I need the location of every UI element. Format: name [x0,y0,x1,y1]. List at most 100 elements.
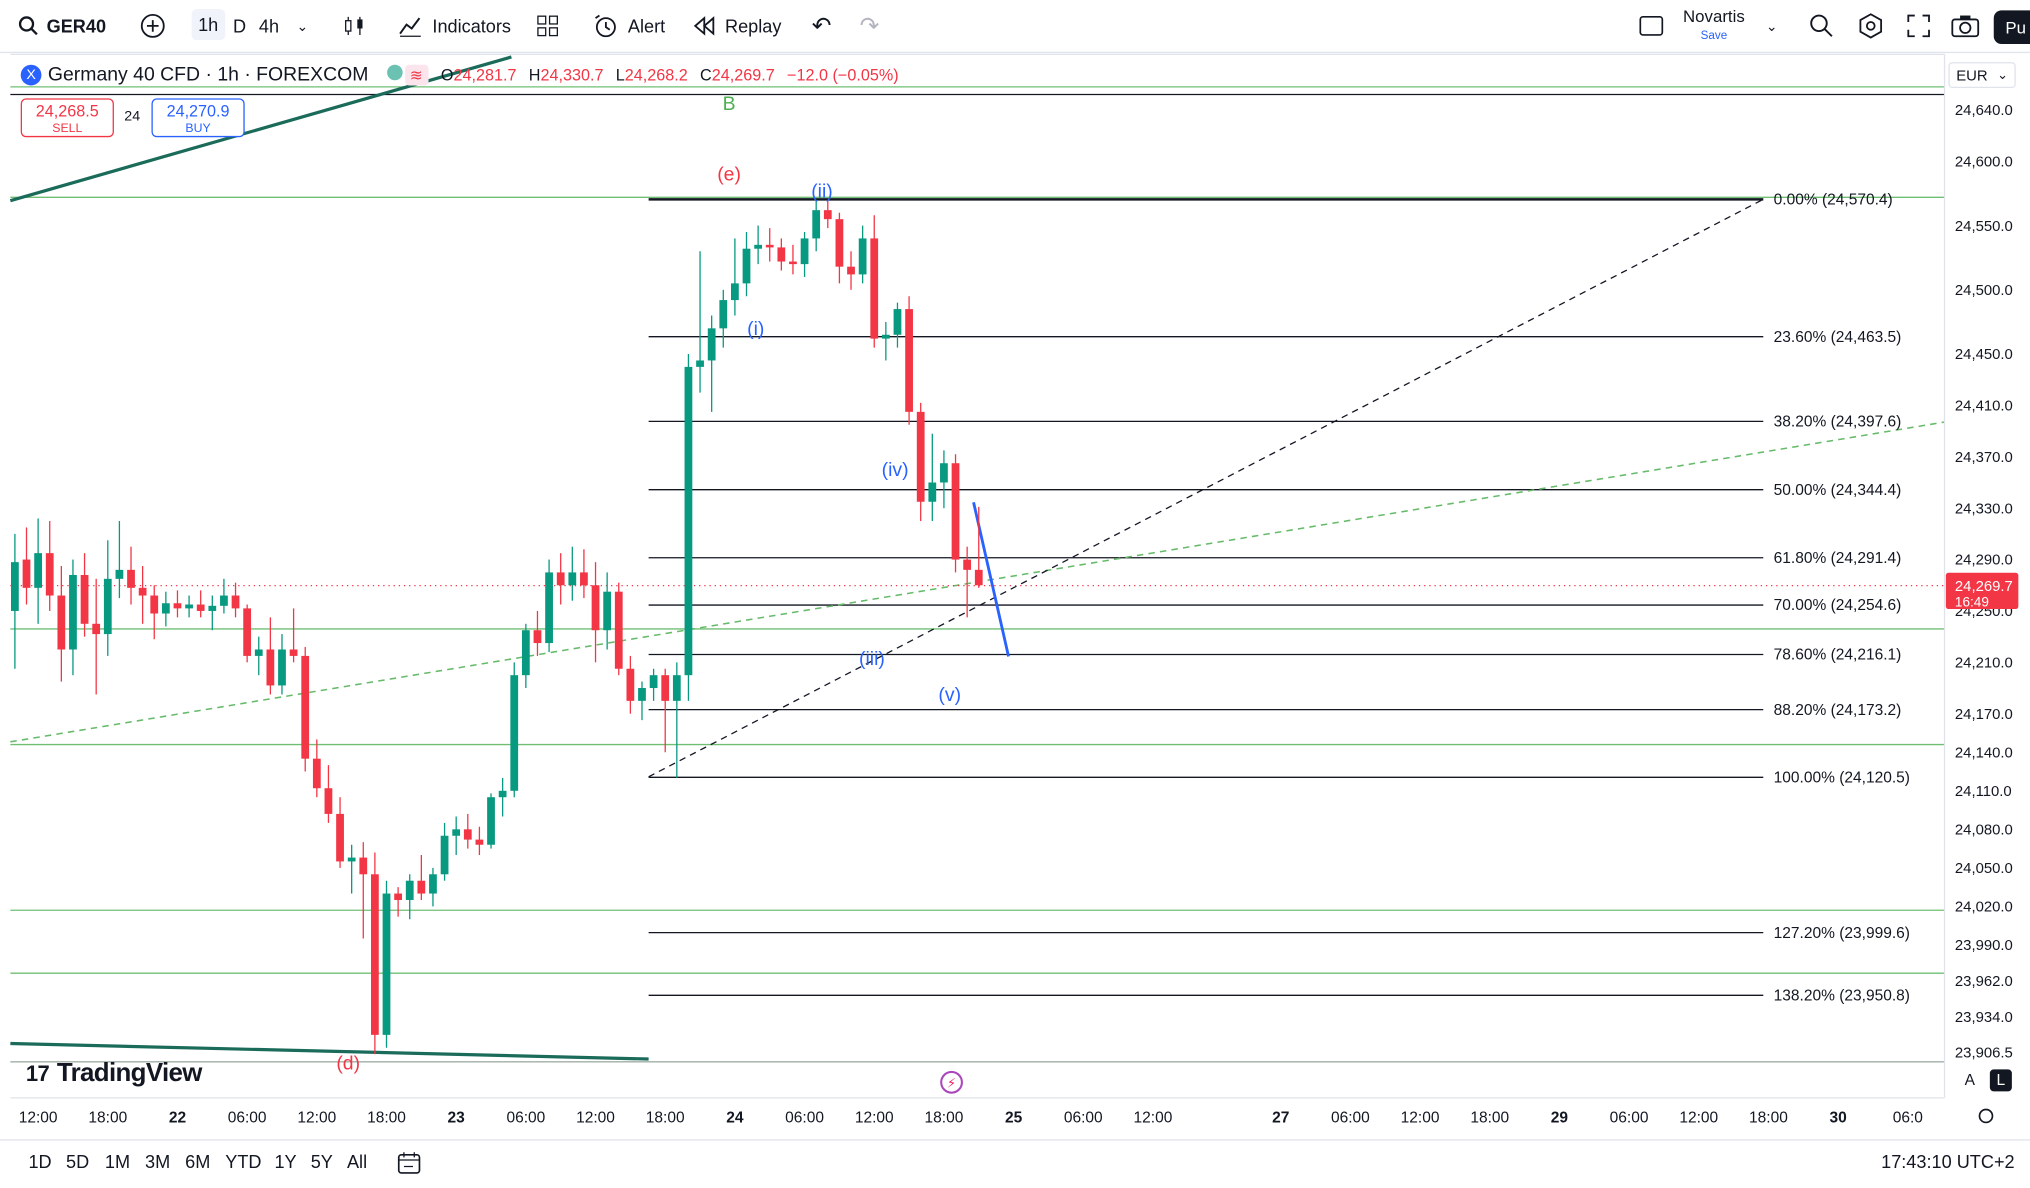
price-change: −12.0 (−0.05%) [787,65,899,84]
tv-logo-text: TradingView [56,1059,203,1088]
candle-body [638,688,646,701]
replay-button[interactable]: Replay [693,0,781,52]
buy-button[interactable]: 24,270.9 BUY [151,98,245,138]
fullscreen-icon[interactable] [1907,0,1930,52]
candle-body [835,219,844,267]
indicators-button[interactable]: Indicators [399,0,511,52]
y-tick-label: 24,210.0 [1955,656,2013,672]
candle [800,232,809,277]
candle-body [928,482,937,502]
x-tick-label: 06:00 [1610,1109,1649,1126]
layout-name-label: Novartis [1683,6,1745,26]
candle [405,874,414,920]
y-tick-label: 23,906.5 [1955,1045,2013,1061]
candle-body [940,463,948,483]
candle [974,506,983,588]
layout-chevron-icon[interactable]: ⌄ [1765,18,1778,35]
candle [34,518,42,624]
wave-labels: B (e) (ii) (i) (iv) (iii) (v) (d) [336,93,961,1075]
candle-body [649,675,658,689]
candle [429,867,437,907]
redo-icon[interactable]: ↷ [859,12,880,39]
candle [347,844,356,894]
interval-d[interactable]: D [233,15,247,37]
quick-search-icon[interactable] [1809,0,1835,52]
candle-body [301,655,310,759]
range-ytd[interactable]: YTD [225,1150,262,1172]
candle [742,232,751,297]
candle-body [138,587,147,596]
range-5d[interactable]: 5D [66,1150,90,1172]
candle [69,559,77,676]
rewind-icon [693,16,715,36]
currency-select[interactable]: EUR ⌄ [1948,62,2016,89]
goto-date-icon[interactable] [396,1151,422,1178]
x-tick-label: 12:00 [1134,1109,1173,1126]
range-6m[interactable]: 6M [185,1150,211,1172]
x-tick-label: 12:00 [297,1109,336,1126]
buy-price: 24,270.9 [166,102,230,121]
candle-type-button[interactable] [343,0,366,52]
buy-label: BUY [185,121,211,136]
candle-body [185,604,193,609]
x-tick-label: 25 [1005,1109,1023,1126]
publish-button[interactable]: Pu [1993,10,2030,45]
layout-checkbox-icon[interactable] [1639,0,1665,52]
range-3m[interactable]: 3M [144,1150,171,1172]
candle [138,565,147,624]
templates-button[interactable] [536,0,559,52]
ohlc-open: 24,281.7 [453,65,517,84]
candle-body [429,874,437,894]
series-title[interactable]: Germany 40 CFD · 1h · FOREXCOM [47,63,369,86]
ohlc-high-key: H [528,65,541,84]
range-5y[interactable]: 5Y [310,1150,333,1172]
layout-name[interactable]: Novartis Save [1683,0,1745,52]
candle [231,582,240,618]
series-legend: X Germany 40 CFD · 1h · FOREXCOM ≋ O24,2… [20,63,899,86]
candle-body [115,569,124,579]
compare-button[interactable] [140,0,166,52]
fib-level-label: 50.00% (24,344.4) [1774,482,1902,499]
candle-body [881,334,890,339]
candle [382,880,391,1048]
candle-body [161,603,170,614]
chevron-down-icon[interactable]: ⌄ [296,18,309,35]
candle-body [893,309,902,335]
range-all[interactable]: All [346,1150,368,1172]
range-1d[interactable]: 1D [28,1150,52,1172]
candle [22,527,31,605]
alert-button[interactable]: Alert [593,0,665,52]
candle [312,739,321,798]
range-1m[interactable]: 1M [104,1150,131,1172]
candle-body [498,790,507,798]
candle [289,608,298,663]
sell-price: 24,268.5 [35,102,99,121]
undo-icon[interactable]: ↶ [811,12,832,39]
candle-body [347,857,356,862]
alert-label: Alert [627,15,666,37]
candle [661,668,670,753]
ohlc-low-key: L [615,65,625,84]
fib-level-label: 70.00% (24,254.6) [1774,597,1902,614]
sell-button[interactable]: 24,268.5 SELL [20,98,114,138]
fib-level-label: 127.20% (23,999.6) [1774,925,1910,942]
candle-body [765,244,774,248]
y-tick-label: 24,550.0 [1955,219,2013,235]
auto-scale-toggle[interactable]: A [1964,1070,1975,1089]
y-tick-label: 24,500.0 [1955,283,2013,299]
range-1y[interactable]: 1Y [274,1150,297,1172]
log-scale-toggle[interactable]: L [1989,1069,2012,1092]
interval-1h[interactable]: 1h [191,9,225,41]
interval-4h[interactable]: 4h [258,15,280,37]
currency-chevron-icon: ⌄ [1997,68,2008,83]
candle-body [80,574,89,624]
status-dots: ≋ [386,64,428,85]
camera-icon[interactable] [1951,0,1980,52]
settings-icon[interactable] [1858,0,1884,52]
candle [568,546,577,601]
y-tick-label: 23,962.0 [1955,974,2013,990]
symbol-search[interactable]: GER40 [18,0,106,52]
candle [823,199,832,229]
candle-body [870,238,879,339]
